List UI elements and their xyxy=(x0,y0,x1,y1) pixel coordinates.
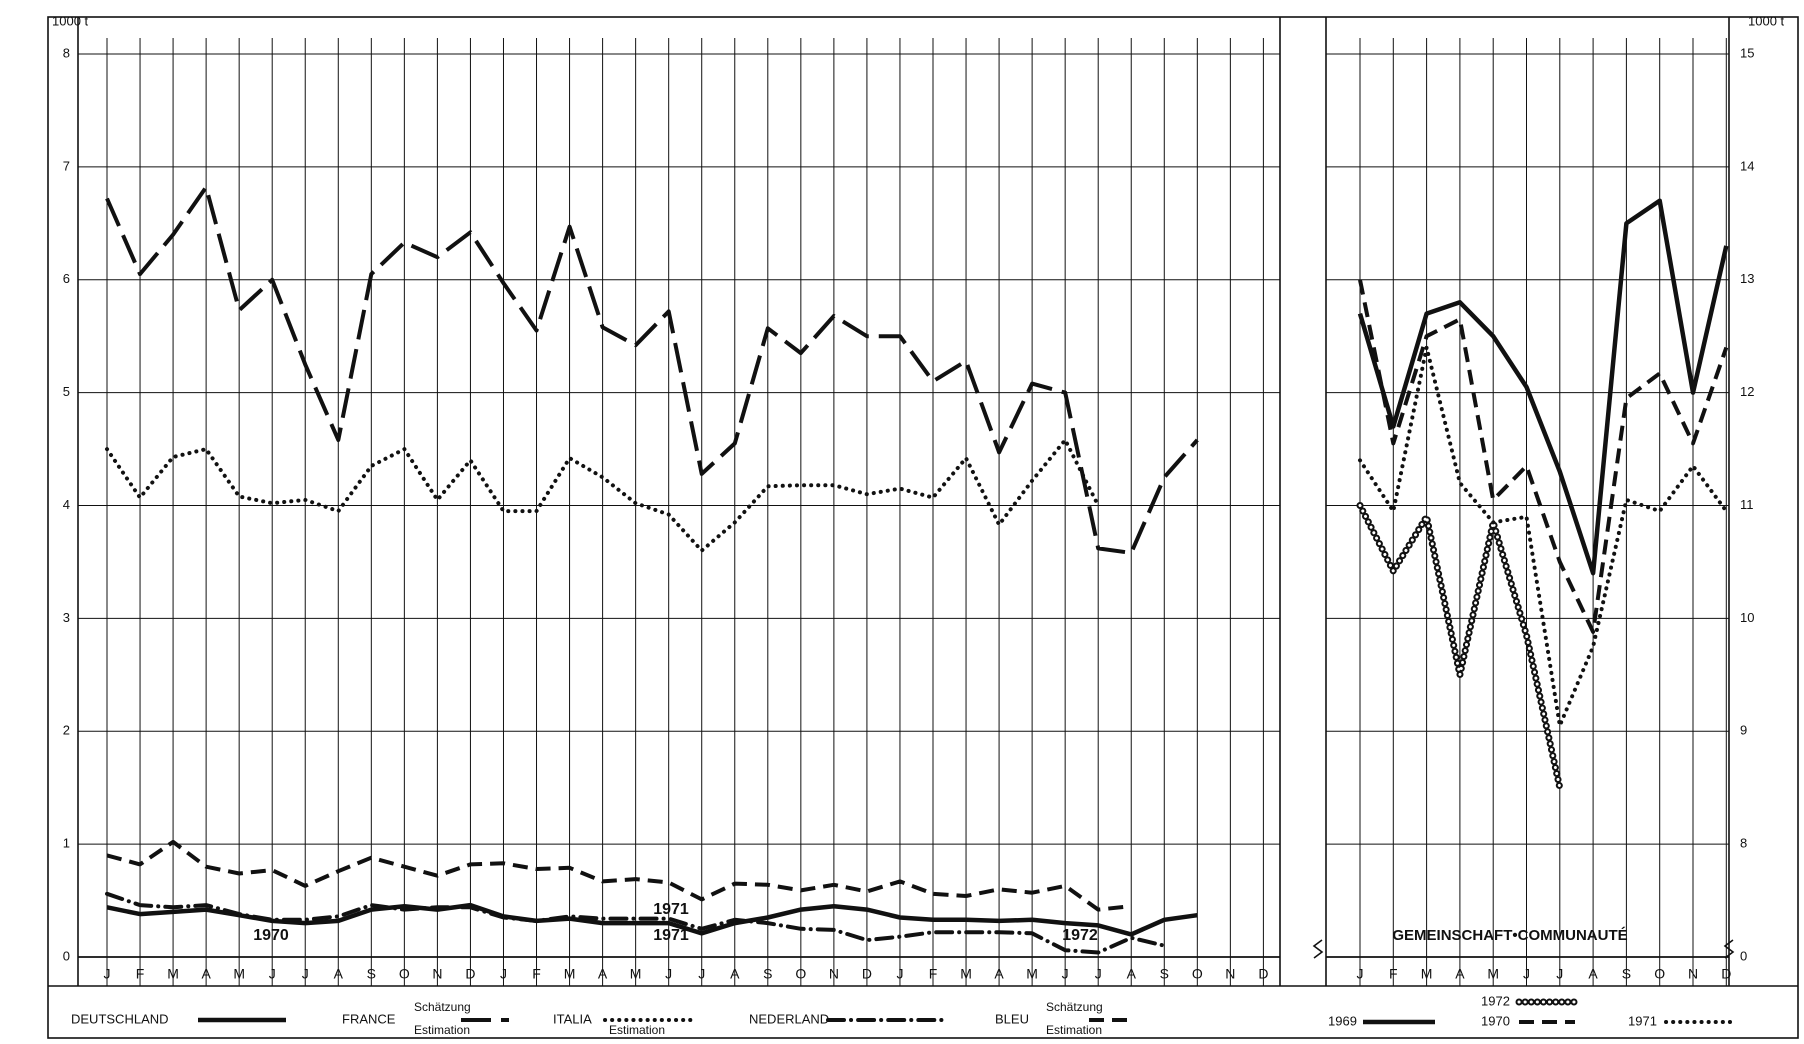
y-tick-label: 7 xyxy=(63,158,70,173)
x-tick-label: J xyxy=(698,966,705,982)
legend-note: Schätzung xyxy=(414,1000,471,1014)
y-tick-label: 0 xyxy=(63,948,70,963)
axis-break xyxy=(1312,939,1735,959)
x-tick-label: A xyxy=(1455,966,1465,982)
y-tick-label: 3 xyxy=(63,610,70,625)
x-tick-label: A xyxy=(334,966,344,982)
x-tick-label: D xyxy=(1721,966,1731,982)
x-tick-label: O xyxy=(399,966,410,982)
x-tick-label: J xyxy=(269,966,276,982)
x-tick-label: A xyxy=(730,966,740,982)
x-tick-label: F xyxy=(532,966,541,982)
x-tick-label: O xyxy=(795,966,806,982)
y-tick-label: 14 xyxy=(1740,158,1754,173)
y-axis-unit: 1000 t xyxy=(1748,13,1785,28)
legend-label: 1971 xyxy=(1628,1013,1657,1028)
y-tick-label: 5 xyxy=(63,384,70,399)
x-tick-label: N xyxy=(1225,966,1235,982)
legend-label: 1972 xyxy=(1481,993,1510,1008)
legend-note: Schätzung xyxy=(1046,1000,1103,1014)
x-tick-label: M xyxy=(960,966,972,982)
x-tick-label: J xyxy=(896,966,903,982)
series-line xyxy=(105,185,1199,555)
series-line xyxy=(106,839,1132,912)
legend-label: NEDERLAND xyxy=(749,1011,829,1026)
legend-label: BLEU xyxy=(995,1011,1029,1026)
x-tick-label: S xyxy=(367,966,376,982)
x-tick-label: J xyxy=(1357,966,1364,982)
legend-note: Estimation xyxy=(414,1023,470,1037)
legend-label: DEUTSCHLAND xyxy=(71,1011,169,1026)
x-tick-label: N xyxy=(432,966,442,982)
x-tick-label: D xyxy=(1258,966,1268,982)
x-tick-label: M xyxy=(1026,966,1038,982)
y-axis-unit: 1000 t xyxy=(52,13,89,28)
x-tick-label: J xyxy=(1556,966,1563,982)
x-tick-label: D xyxy=(862,966,872,982)
y-tick-label: 10 xyxy=(1740,610,1754,625)
x-tick-label: J xyxy=(1523,966,1530,982)
x-tick-label: A xyxy=(598,966,608,982)
y-tick-label: 13 xyxy=(1740,271,1754,286)
legend-label: 1969 xyxy=(1328,1013,1357,1028)
y-tick-label: 11 xyxy=(1740,497,1754,512)
y-tick-label: 6 xyxy=(63,271,70,286)
x-tick-label: O xyxy=(1654,966,1665,982)
x-tick-label: M xyxy=(233,966,245,982)
y-tick-label: 0 xyxy=(1740,948,1747,963)
series-line xyxy=(1358,345,1729,728)
legend-label: FRANCE xyxy=(342,1011,396,1026)
x-tick-label: S xyxy=(1622,966,1631,982)
annotation: 1971 xyxy=(653,927,689,944)
outer-frame xyxy=(47,16,1799,1039)
x-tick-label: A xyxy=(201,966,211,982)
x-tick-label: A xyxy=(994,966,1004,982)
x-tick-label: A xyxy=(1127,966,1137,982)
series-line-inner xyxy=(1358,504,1562,790)
x-tick-label: M xyxy=(1487,966,1499,982)
legend-label: ITALIA xyxy=(553,1011,592,1026)
x-tick-label: J xyxy=(500,966,507,982)
legend-label: 1970 xyxy=(1481,1013,1510,1028)
y-tick-label: 2 xyxy=(63,723,70,738)
x-tick-label: M xyxy=(167,966,179,982)
series-line xyxy=(1358,279,1729,634)
x-tick-label: J xyxy=(1095,966,1102,982)
x-tick-label: F xyxy=(136,966,145,982)
series-line xyxy=(105,438,1101,553)
series-line xyxy=(1357,198,1729,576)
x-tick-label: J xyxy=(1062,966,1069,982)
y-tick-label: 12 xyxy=(1740,384,1754,399)
y-tick-label: 1 xyxy=(63,836,70,851)
x-tick-label: N xyxy=(829,966,839,982)
x-tick-label: S xyxy=(1160,966,1169,982)
x-tick-label: J xyxy=(104,966,111,982)
y-tick-label: 8 xyxy=(1740,836,1747,851)
y-tick-label: 4 xyxy=(63,497,70,512)
x-tick-label: M xyxy=(630,966,642,982)
x-tick-label: O xyxy=(1192,966,1203,982)
x-tick-label: D xyxy=(465,966,475,982)
x-tick-label: F xyxy=(1389,966,1398,982)
x-tick-label: J xyxy=(665,966,672,982)
annotation: 1971 xyxy=(653,901,689,918)
x-tick-label: S xyxy=(763,966,772,982)
x-tick-label: F xyxy=(929,966,938,982)
series-line xyxy=(106,902,1198,937)
y-tick-label: 8 xyxy=(63,45,70,60)
x-tick-label: N xyxy=(1688,966,1698,982)
y-tick-label: 15 xyxy=(1740,45,1754,60)
x-tick-label: J xyxy=(302,966,309,982)
panel-label: GEMEINSCHAFT•COMMUNAUTÉ xyxy=(1392,927,1627,944)
annotation: 1970 xyxy=(253,927,289,944)
y-tick-label: 9 xyxy=(1740,723,1747,738)
legend-note: Estimation xyxy=(1046,1023,1102,1037)
x-tick-label: M xyxy=(1421,966,1433,982)
legend-note: Estimation xyxy=(609,1023,665,1037)
annotation: 1972 xyxy=(1062,927,1098,944)
series-line xyxy=(105,891,1167,955)
x-tick-label: M xyxy=(564,966,576,982)
x-tick-label: A xyxy=(1588,966,1598,982)
